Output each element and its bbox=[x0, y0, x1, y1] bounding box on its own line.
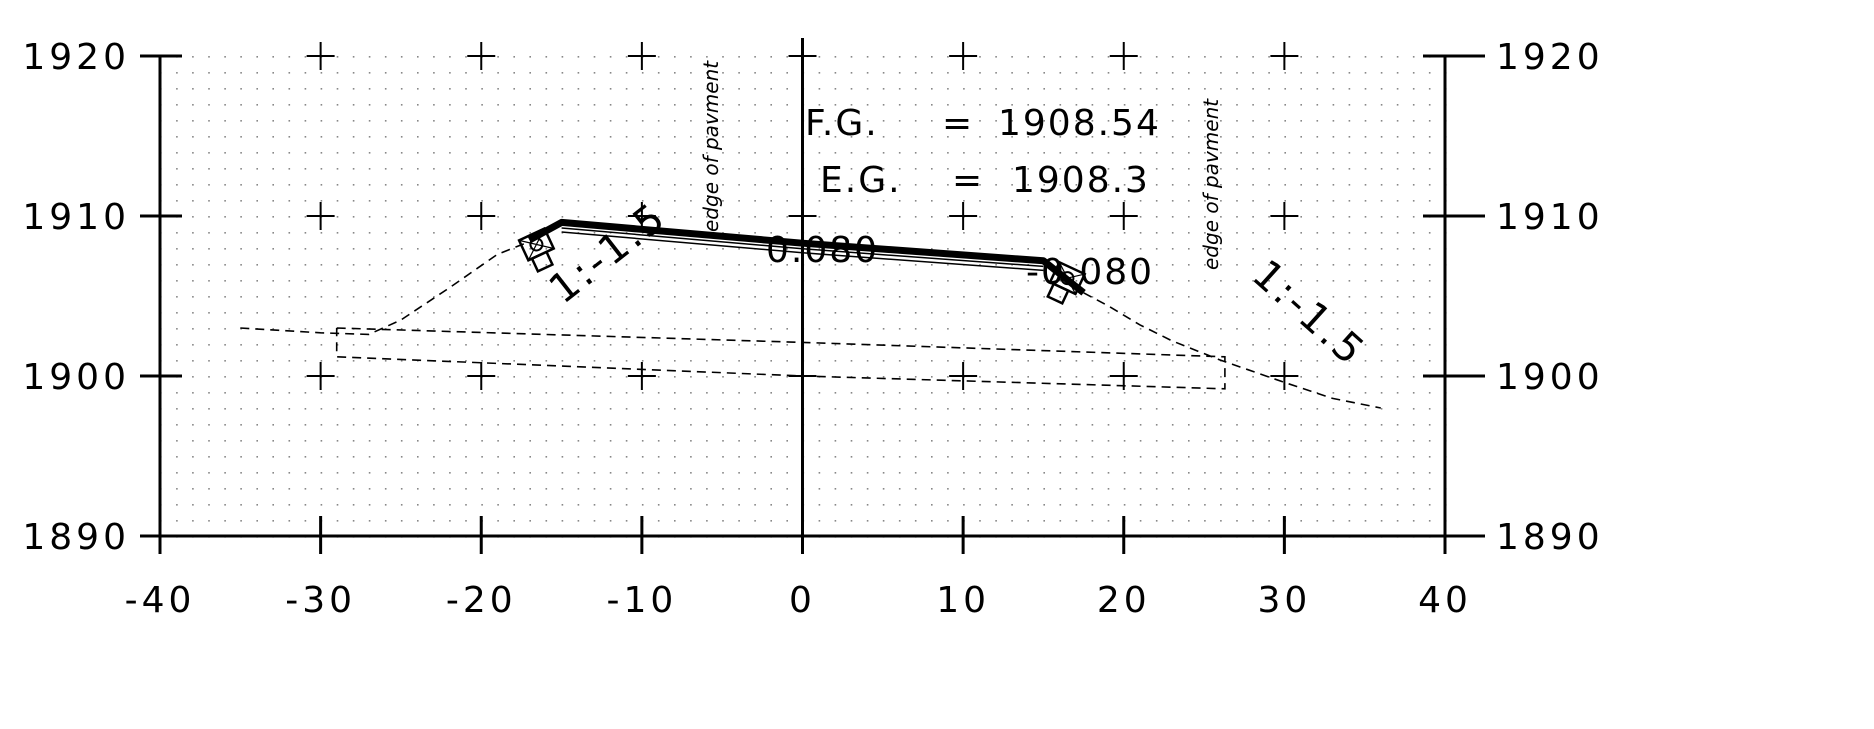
grid-plus bbox=[949, 42, 978, 70]
x-tick-label: 40 bbox=[1418, 580, 1472, 621]
fg-value: 1908.54 bbox=[998, 103, 1161, 144]
x-tick-label: -30 bbox=[285, 580, 356, 621]
grid-plus bbox=[1270, 202, 1299, 230]
curb-hatch bbox=[518, 228, 554, 261]
left-slope-label: 1:-1.5 bbox=[541, 194, 676, 313]
finished-grade-line bbox=[527, 218, 1086, 296]
grid-plus bbox=[467, 202, 496, 230]
plot-frame bbox=[140, 38, 1485, 554]
curb-hatch bbox=[1049, 261, 1085, 295]
grid-plus bbox=[949, 202, 978, 230]
x-tick-label: 10 bbox=[936, 580, 990, 621]
curb-circle bbox=[1060, 271, 1075, 286]
grid-plus bbox=[467, 362, 496, 390]
y-tick-label-left: 1900 bbox=[22, 357, 130, 398]
y-tick-label-left: 1920 bbox=[22, 37, 130, 78]
grid-plus bbox=[306, 42, 335, 70]
existing-ground-line bbox=[335, 327, 1226, 390]
grid-plus bbox=[949, 362, 978, 390]
grid-plus bbox=[1109, 42, 1138, 70]
axis-ticks bbox=[140, 54, 1485, 554]
y-tick-label-right: 1890 bbox=[1496, 517, 1604, 558]
curb-detail bbox=[517, 226, 556, 273]
y-tick-label-right: 1920 bbox=[1496, 37, 1604, 78]
existing-ground-line bbox=[240, 240, 530, 336]
grid-plus bbox=[467, 42, 496, 70]
fg-label: F.G. bbox=[805, 103, 879, 144]
x-tick-label: -20 bbox=[446, 580, 517, 621]
x-tick-label: 0 bbox=[789, 580, 816, 621]
left-edge-of-pavement-label: edge of pavment bbox=[699, 60, 723, 232]
x-tick-label: 30 bbox=[1257, 580, 1311, 621]
pavement-layer-line bbox=[561, 227, 1044, 268]
grid-plus bbox=[306, 362, 335, 390]
grid-plus bbox=[1109, 202, 1138, 230]
x-tick-label: -40 bbox=[125, 580, 196, 621]
y-tick-label-left: 1890 bbox=[22, 517, 130, 558]
curb-circle bbox=[529, 237, 544, 252]
eg-label: E.G. bbox=[820, 160, 902, 201]
curb-detail bbox=[1046, 260, 1087, 305]
curb-base bbox=[1046, 282, 1070, 305]
eg-equals: = bbox=[952, 160, 984, 201]
pavement-layer-line bbox=[561, 231, 1044, 272]
right-slope-label: 1:-1.5 bbox=[1243, 251, 1374, 376]
grid-plus bbox=[1270, 362, 1299, 390]
right-crossfall-label: -0.080 bbox=[1026, 252, 1154, 293]
grid-plus bbox=[627, 362, 656, 390]
left-crossfall-label: 0.080 bbox=[766, 230, 879, 271]
fg-equals: = bbox=[942, 103, 974, 144]
existing-ground-line bbox=[1083, 292, 1381, 409]
grid-plus bbox=[306, 202, 335, 230]
y-tick-label-left: 1910 bbox=[22, 197, 130, 238]
tick-labels: -40 -30 -20 -10 0 10 20 30 40 1920 1910 1900 1890 192… bbox=[22, 37, 1604, 621]
grid-plus bbox=[627, 202, 656, 230]
grid-plus bbox=[627, 42, 656, 70]
x-tick-label: -10 bbox=[606, 580, 677, 621]
y-tick-label-right: 1900 bbox=[1496, 357, 1604, 398]
grid-plus bbox=[1270, 42, 1299, 70]
eg-value: 1908.3 bbox=[1012, 160, 1150, 201]
curb-details bbox=[517, 226, 1087, 305]
y-tick-label-right: 1910 bbox=[1496, 197, 1604, 238]
x-tick-label: 20 bbox=[1097, 580, 1151, 621]
profile-lines bbox=[240, 218, 1381, 409]
right-edge-of-pavement-label: edge of pavment bbox=[1199, 98, 1223, 270]
curb-base bbox=[530, 250, 555, 273]
